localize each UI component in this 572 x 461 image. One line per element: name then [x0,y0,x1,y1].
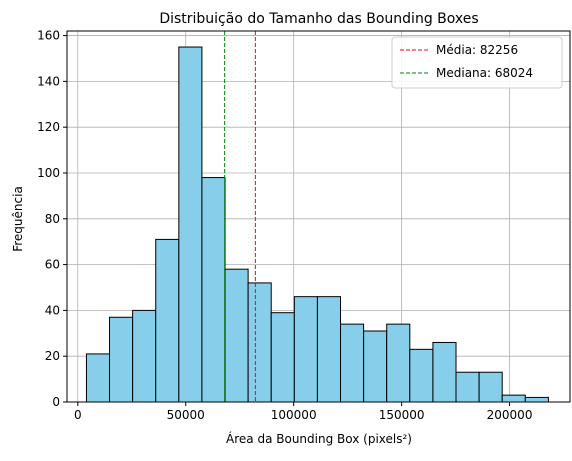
x-tick-label: 200000 [487,408,533,422]
histogram-bar [293,296,318,403]
y-tick-label: 100 [37,166,60,180]
histogram-bar [432,341,457,403]
y-tick-label: 80 [45,212,60,226]
histogram-bar [524,396,549,403]
histogram-bar [224,268,249,403]
y-tick-label: 120 [37,120,60,134]
reference-lines [224,31,256,402]
plot-frame [66,30,571,403]
histogram-bar [109,316,134,403]
histogram-bar [501,394,526,403]
histogram-bar [132,309,157,403]
x-tick-label: 0 [74,408,82,422]
histogram-bar [201,177,226,403]
histogram-bar [340,323,365,403]
histogram-bar [316,296,342,403]
histogram-bar [386,323,411,403]
y-tick-label: 0 [52,395,60,409]
legend-box [391,36,563,89]
histogram-bar [178,46,203,403]
histogram-bar [85,353,111,403]
x-tick-label: 50000 [167,408,205,422]
y-tick-label: 20 [45,349,60,363]
histogram-bar [155,238,180,403]
histogram-bar [455,371,480,403]
histogram-bar [247,282,272,403]
histogram-bar [270,312,295,403]
y-tick-label: 140 [37,74,60,88]
y-tick-label: 60 [45,258,60,272]
y-tick-label: 160 [37,29,60,43]
bars [85,46,549,403]
histogram-bar [409,348,434,403]
y-axis-label: Frequência [11,186,25,252]
y-tick-label: 40 [45,303,60,317]
axis-ticks: 0 50000 100000 150000 200000 0 20 40 60 80 100 120 1… [37,29,532,422]
x-tick-label: 150000 [379,408,425,422]
chart-title: Distribuição do Tamanho das Bounding Box… [159,11,478,27]
legend: Média: 82256 Mediana: 68024 [391,36,563,89]
x-axis-label: Área da Bounding Box (pixels²) [226,431,412,446]
legend-label: Mediana: 68024 [436,66,533,80]
legend-label: Média: 82256 [436,43,518,57]
histogram-bar [478,371,503,403]
x-tick-label: 100000 [271,408,317,422]
histogram-bar [363,330,388,403]
